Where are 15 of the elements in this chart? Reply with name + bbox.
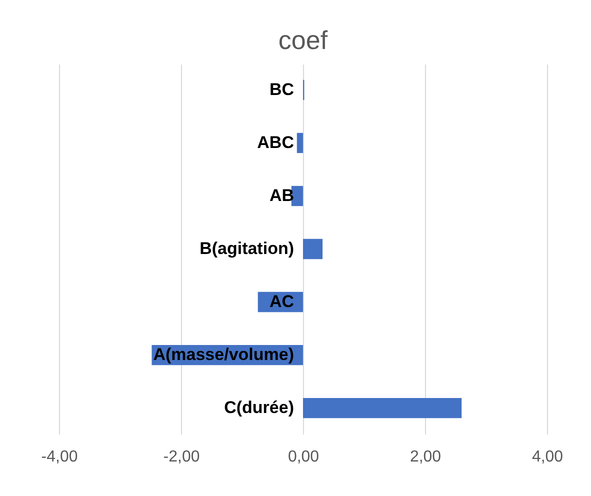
- bar: [303, 398, 462, 418]
- x-tick-label: 4,00: [532, 448, 564, 466]
- x-tick-label: 0,00: [288, 448, 320, 466]
- x-tick-label: -4,00: [41, 448, 78, 466]
- chart-title: coef: [278, 25, 328, 55]
- y-tick-label: AC: [269, 292, 294, 312]
- y-tick-label: BC: [269, 80, 294, 99]
- bar: [296, 132, 303, 154]
- y-tick-label: B(agitation): [200, 239, 294, 258]
- x-tick-label: 2,00: [410, 448, 442, 466]
- y-tick-label: A(masse/volume): [153, 345, 294, 364]
- bar: [303, 238, 323, 260]
- y-tick-label: ABC: [257, 132, 294, 152]
- x-tick-label: -2,00: [163, 448, 200, 466]
- y-tick-label: C(durée): [224, 398, 294, 418]
